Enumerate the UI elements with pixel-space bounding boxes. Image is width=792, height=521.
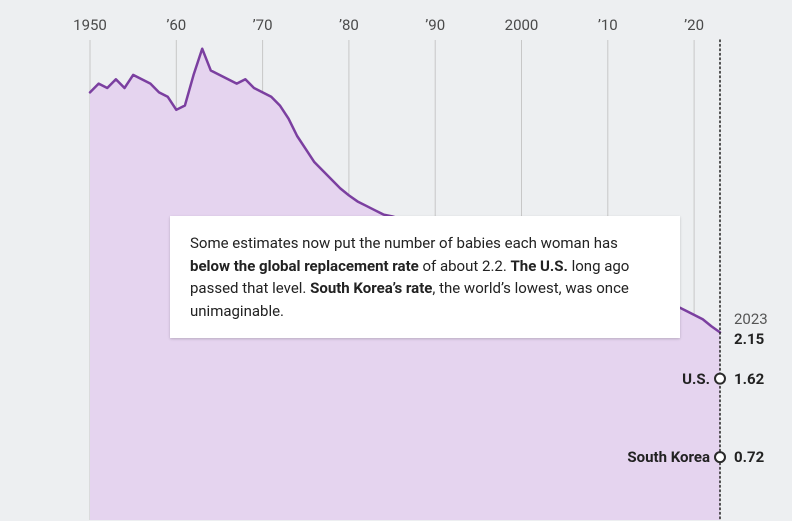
x-tick-label: ’60 (166, 16, 186, 34)
fertility-chart: Some estimates now put the number of bab… (0, 0, 792, 521)
series-end-value: 0.72 (734, 448, 764, 466)
series-end-value: 1.62 (734, 370, 764, 388)
main-end-value: 2.15 (734, 330, 764, 348)
annotation-segment: below the global replacement rate (190, 257, 419, 275)
annotation-segment: The U.S. (511, 257, 568, 275)
x-tick-label: ’90 (425, 16, 445, 34)
series-name-label: U.S. (682, 370, 710, 388)
x-tick-label: 2000 (505, 16, 539, 34)
series-name-label: South Korea (627, 448, 710, 466)
main-end-year: 2023 (734, 310, 768, 328)
x-tick-label: ’10 (598, 16, 618, 34)
x-tick-label: 1950 (73, 16, 107, 34)
x-tick-label: ’70 (253, 16, 273, 34)
x-tick-label: ’20 (684, 16, 704, 34)
annotation-segment: Some estimates now put the number of bab… (190, 234, 618, 252)
x-tick-label: ’80 (339, 16, 359, 34)
annotation-segment: South Korea’s rate (310, 279, 432, 297)
annotation-box: Some estimates now put the number of bab… (170, 216, 680, 338)
annotation-segment: of about 2.2. (419, 257, 511, 275)
